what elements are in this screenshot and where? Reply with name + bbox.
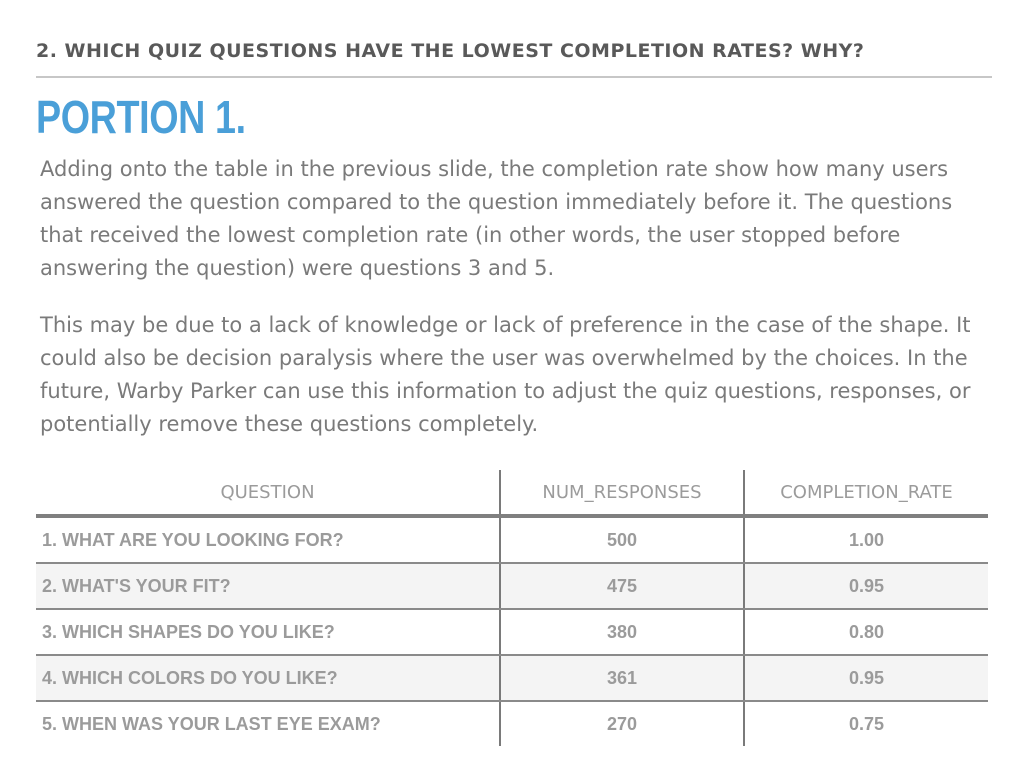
column-header-num-responses: NUM_RESPONSES <box>499 470 744 518</box>
table-row: 4. WHICH COLORS DO YOU LIKE? 361 0.95 <box>36 655 988 702</box>
body-paragraph-1: Adding onto the table in the previous sl… <box>40 157 953 280</box>
completion-rate-cell: 0.75 <box>743 701 988 746</box>
num-responses-cell: 500 <box>499 516 744 564</box>
slide-header-title: 2. WHICH QUIZ QUESTIONS HAVE THE LOWEST … <box>36 40 865 62</box>
section-title: PORTION 1. <box>36 91 246 143</box>
completion-rate-cell: 0.80 <box>743 609 988 656</box>
column-header-question: QUESTION <box>36 470 500 518</box>
question-cell: 5. WHEN WAS YOUR LAST EYE EXAM? <box>42 713 381 734</box>
question-cell: 3. WHICH SHAPES DO YOU LIKE? <box>36 609 500 656</box>
table-row: 1. WHAT ARE YOU LOOKING FOR? 500 1.00 <box>36 516 988 564</box>
completion-rate-cell: 0.95 <box>743 655 988 702</box>
num-responses-cell: 270 <box>499 701 744 746</box>
question-cell: 2. WHAT'S YOUR FIT? <box>36 563 500 610</box>
table-row: 5. WHEN WAS YOUR LAST EYE EXAM? 270 0.75 <box>36 701 988 746</box>
completion-rate-cell: 1.00 <box>743 516 988 564</box>
num-responses-cell: 361 <box>499 655 744 702</box>
question-cell: 4. WHICH COLORS DO YOU LIKE? <box>36 655 500 702</box>
table-row: 2. WHAT'S YOUR FIT? 475 0.95 <box>36 563 988 610</box>
table-row: 3. WHICH SHAPES DO YOU LIKE? 380 0.80 <box>36 609 988 656</box>
column-header-completion-rate: COMPLETION_RATE <box>743 470 988 518</box>
body-paragraph-2: This may be due to a lack of knowledge o… <box>40 313 971 436</box>
header-divider <box>36 76 992 78</box>
completion-rate-cell: 0.95 <box>743 563 988 610</box>
question-cell: 1. WHAT ARE YOU LOOKING FOR? <box>36 516 500 564</box>
num-responses-cell: 380 <box>499 609 744 656</box>
completion-rate-table: QUESTION NUM_RESPONSES COMPLETION_RATE 1… <box>36 470 988 746</box>
num-responses-cell: 475 <box>499 563 744 610</box>
table-header-row: QUESTION NUM_RESPONSES COMPLETION_RATE <box>36 470 988 518</box>
